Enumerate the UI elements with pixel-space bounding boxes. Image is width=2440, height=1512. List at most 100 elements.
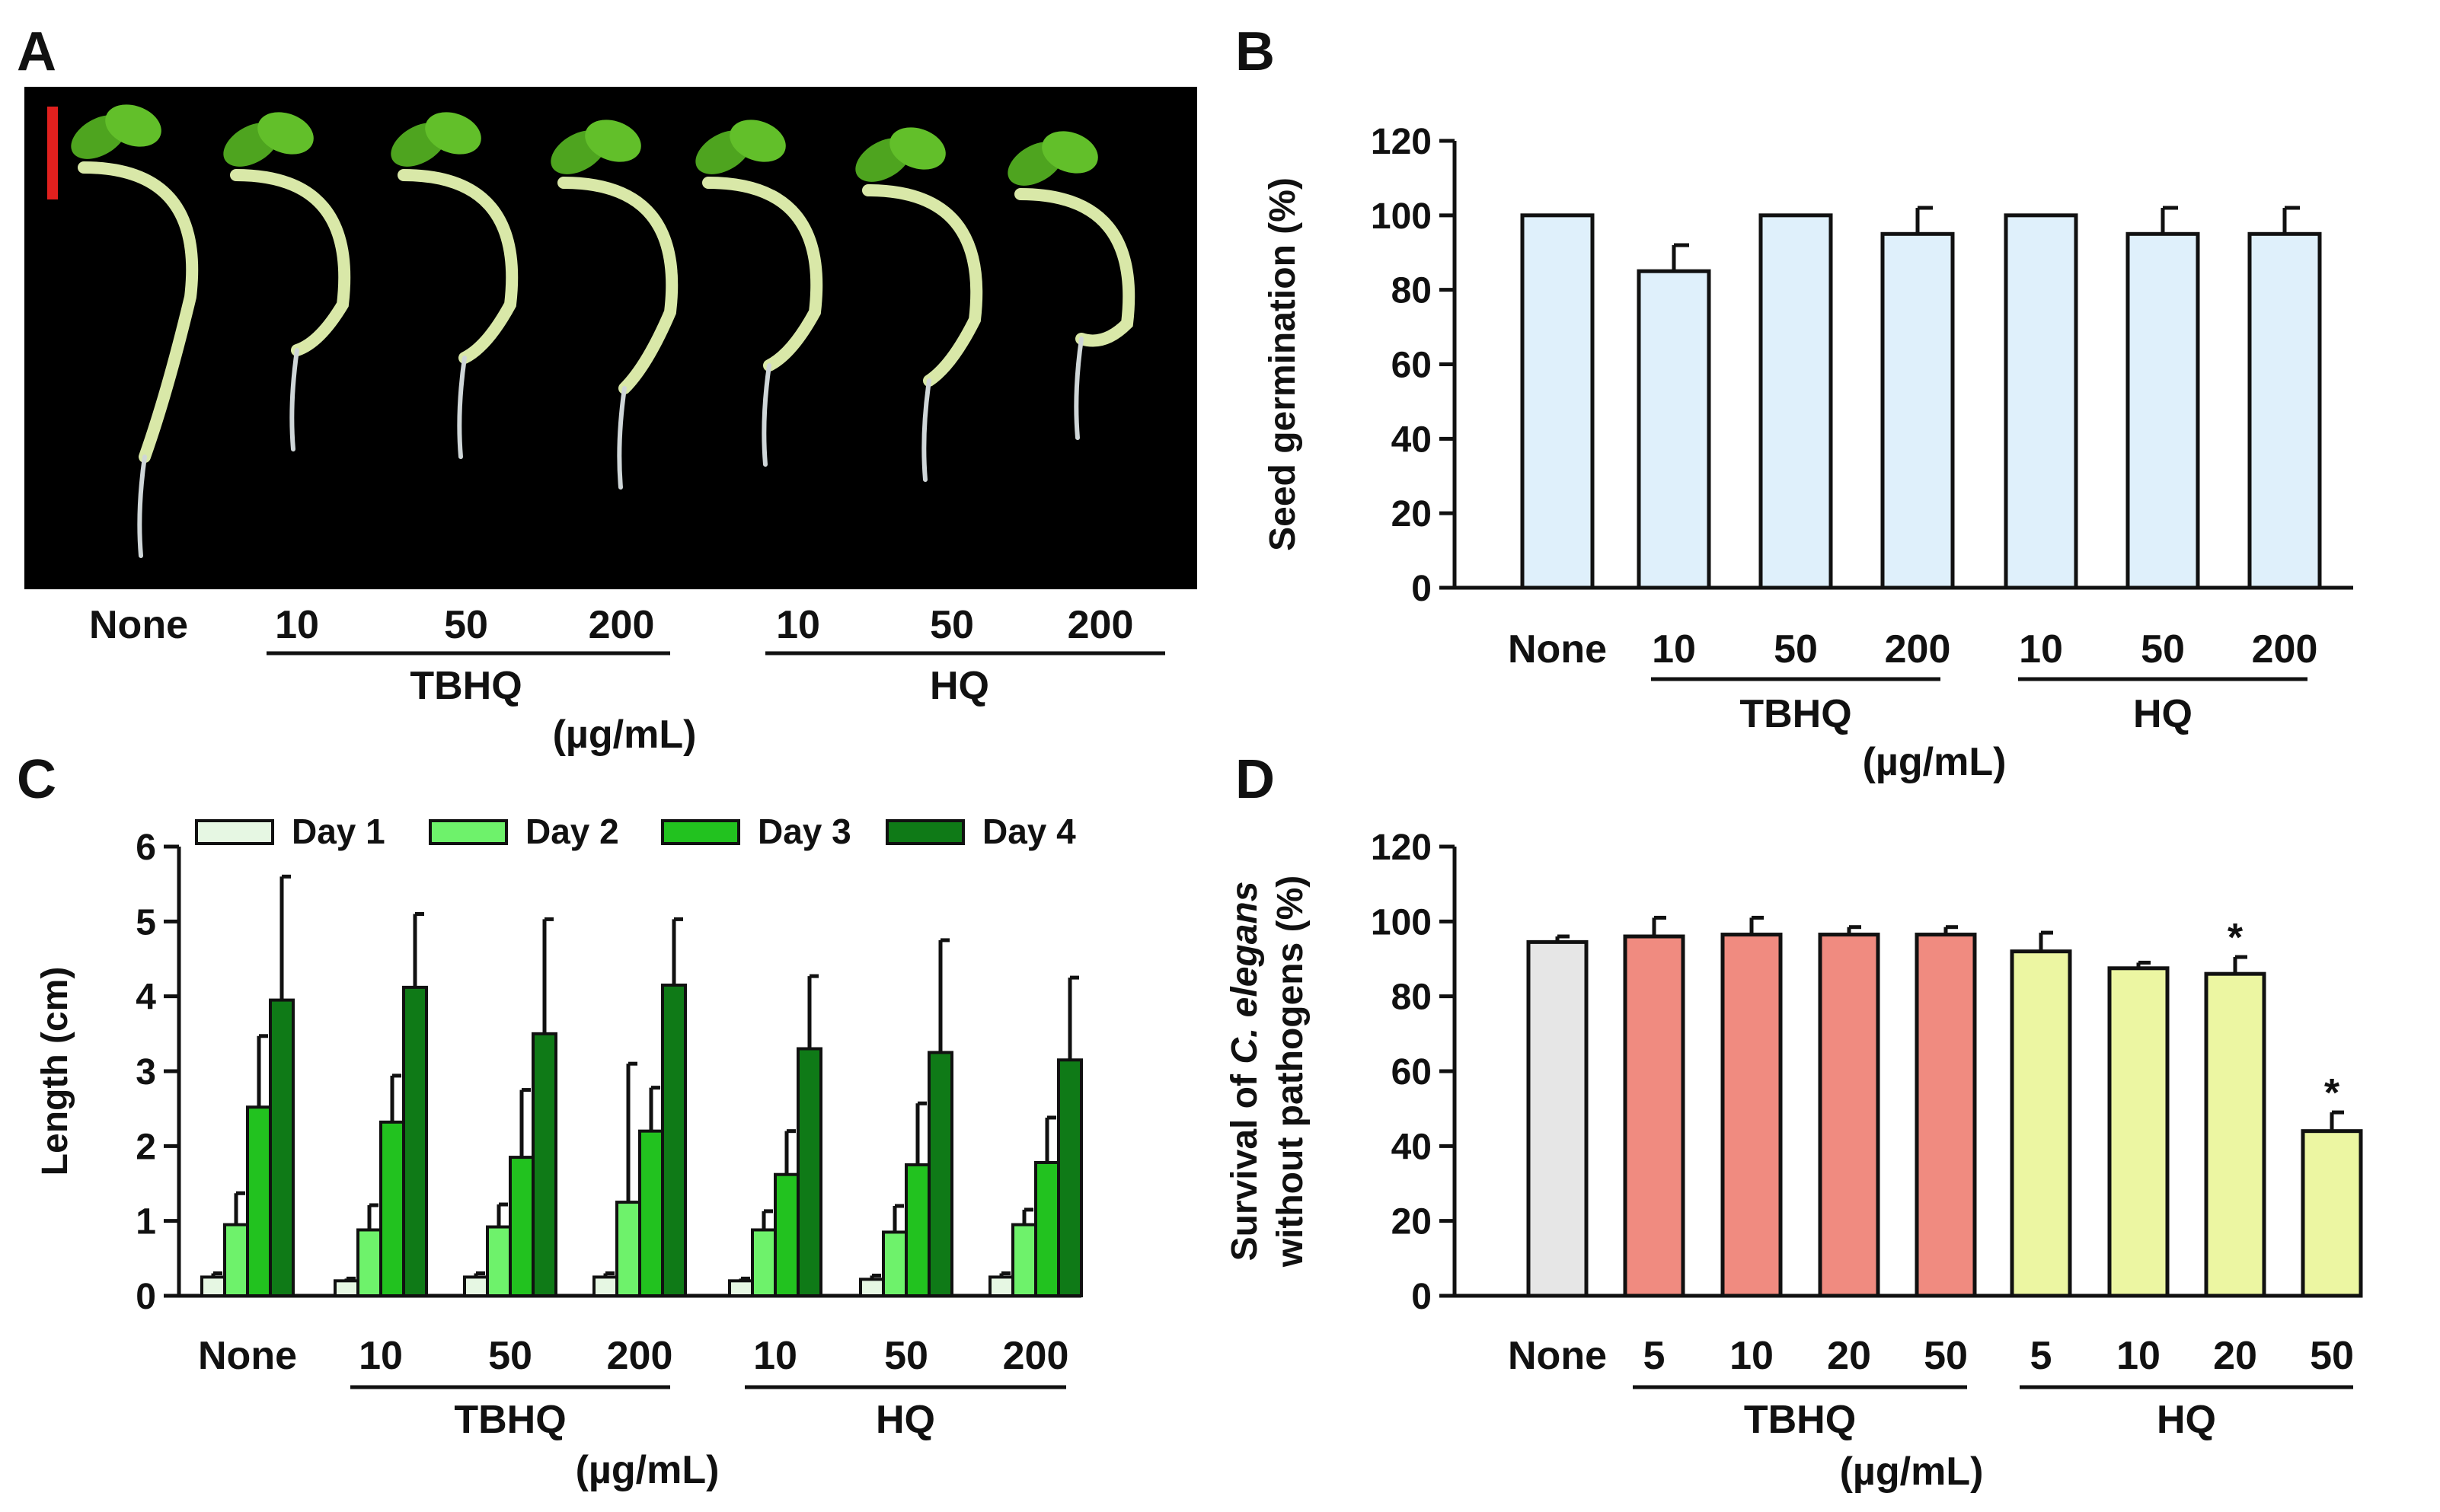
panel-a-labels: None 10 50 200 10 50 200 TBHQ HQ (µg/mL) — [89, 603, 1165, 757]
chart-b-seed-germination: 0 20 40 60 80 100 120 Seed germination (%) None 1… — [1263, 122, 2353, 784]
y-tick-label: 40 — [1391, 419, 1432, 460]
seedling-stem — [862, 184, 983, 387]
category-label: 10 — [2116, 1334, 2161, 1378]
seedling-root — [1074, 337, 1084, 440]
category-label: 10 — [776, 603, 820, 647]
bar — [2247, 231, 2322, 590]
bar — [2010, 949, 2072, 1298]
seedling — [391, 112, 519, 459]
y-tick-label: 0 — [1411, 1277, 1432, 1317]
category-label: 10 — [1729, 1334, 1774, 1378]
bar — [1720, 933, 1783, 1298]
legend-swatch — [195, 819, 274, 845]
bar-day-1 — [334, 1279, 359, 1298]
seedling — [71, 104, 199, 558]
bar — [2125, 231, 2200, 590]
seedling — [1008, 131, 1135, 440]
significance-marker: * — [2228, 916, 2244, 960]
bar-day-2 — [356, 1228, 382, 1298]
group-label: HQ — [2157, 1398, 2216, 1442]
group-label: HQ — [930, 664, 989, 708]
chart-c-length: 0 1 2 3 4 5 6 Length (cm) None 10 50 200 10 50 200 TBHQ… — [35, 812, 1083, 1492]
y-tick-label: 0 — [136, 1277, 156, 1317]
category-label: 200 — [1885, 627, 1951, 671]
category-label: None — [1508, 627, 1607, 671]
bar — [1758, 213, 1833, 590]
y-tick-label: 20 — [1391, 1202, 1432, 1242]
bar-day-4 — [797, 1047, 822, 1297]
bar-day-2 — [751, 1228, 777, 1298]
y-axis-title: Seed germination (%) — [1263, 177, 1303, 551]
y-tick-label: 60 — [1391, 1052, 1432, 1093]
legend-label: Day 4 — [982, 812, 1076, 851]
category-label: 10 — [275, 603, 319, 647]
seedling-root — [921, 378, 931, 482]
bar-day-3 — [1034, 1160, 1060, 1298]
group-label: TBHQ — [454, 1398, 566, 1442]
panel-a-letter: A — [17, 21, 56, 82]
y-axis-title-species: C. elegans — [1225, 882, 1265, 1064]
bar-day-1 — [988, 1275, 1014, 1297]
bar — [2004, 213, 2078, 590]
seedling-stem — [557, 177, 679, 394]
bar-day-1 — [463, 1275, 489, 1297]
category-label: 10 — [753, 1334, 797, 1378]
legend-label: Day 1 — [292, 812, 385, 851]
category-label: 200 — [2252, 627, 2318, 671]
bar-day-1 — [592, 1275, 618, 1297]
seedling-stem — [1014, 188, 1135, 347]
y-axis-title-prefix: Survival of — [1225, 1064, 1265, 1262]
y-tick-label: 1 — [136, 1202, 156, 1242]
y-tick-label: 100 — [1371, 902, 1432, 943]
seedling-root — [137, 455, 147, 558]
y-axis-title-line1: Survival of C. elegans — [1225, 882, 1265, 1262]
category-label: 5 — [1643, 1334, 1666, 1378]
y-tick-label: 80 — [1391, 978, 1432, 1018]
bar-day-4 — [661, 983, 687, 1297]
y-tick-label: 2 — [136, 1127, 156, 1167]
category-label: 50 — [2310, 1334, 2354, 1378]
bar — [2204, 971, 2266, 1298]
category-label: 200 — [607, 1334, 673, 1378]
seedling-stem — [78, 161, 199, 463]
bar-day-1 — [200, 1275, 226, 1297]
group-label: TBHQ — [410, 664, 522, 708]
seedling — [855, 127, 983, 482]
bar-day-1 — [728, 1279, 754, 1298]
unit-label: (µg/mL) — [576, 1448, 720, 1492]
category-label: 10 — [2019, 627, 2063, 671]
y-axis-title: Length (cm) — [35, 967, 75, 1176]
bar — [1520, 213, 1595, 590]
y-tick-label: 6 — [136, 828, 156, 868]
y-tick-label: 3 — [136, 1052, 156, 1093]
legend-swatch — [886, 819, 965, 845]
category-label: 200 — [1068, 603, 1134, 647]
seedling-leaf — [585, 120, 641, 162]
unit-label: (µg/mL) — [553, 713, 697, 757]
y-tick-label: 120 — [1371, 122, 1432, 162]
y-axis-title-line2: without pathogens (%) — [1270, 876, 1311, 1268]
seedling-leaf — [730, 120, 786, 162]
bar — [1915, 933, 1977, 1298]
unit-label: (µg/mL) — [1863, 740, 2007, 784]
bar — [1526, 939, 1589, 1298]
category-label: 50 — [884, 1334, 928, 1378]
bar-day-4 — [928, 1051, 953, 1297]
y-tick-label: 20 — [1391, 494, 1432, 534]
chart-d-survival: 0 20 40 60 80 100 120 * * Survival of C. elegans w… — [1225, 828, 2363, 1494]
category-label: 50 — [930, 603, 974, 647]
bar — [1623, 934, 1685, 1298]
bar-day-3 — [638, 1129, 664, 1297]
seedling-leaf — [105, 104, 161, 147]
category-label: 50 — [2141, 627, 2185, 671]
seedling — [223, 112, 351, 451]
seedling-root — [457, 356, 467, 459]
bar-day-3 — [246, 1105, 272, 1297]
y-tick-label: 120 — [1371, 828, 1432, 868]
group-label: HQ — [876, 1398, 935, 1442]
bar-day-4 — [269, 998, 295, 1298]
category-label: 20 — [2213, 1334, 2257, 1378]
seedlings — [71, 104, 1135, 558]
bar — [1818, 933, 1880, 1298]
